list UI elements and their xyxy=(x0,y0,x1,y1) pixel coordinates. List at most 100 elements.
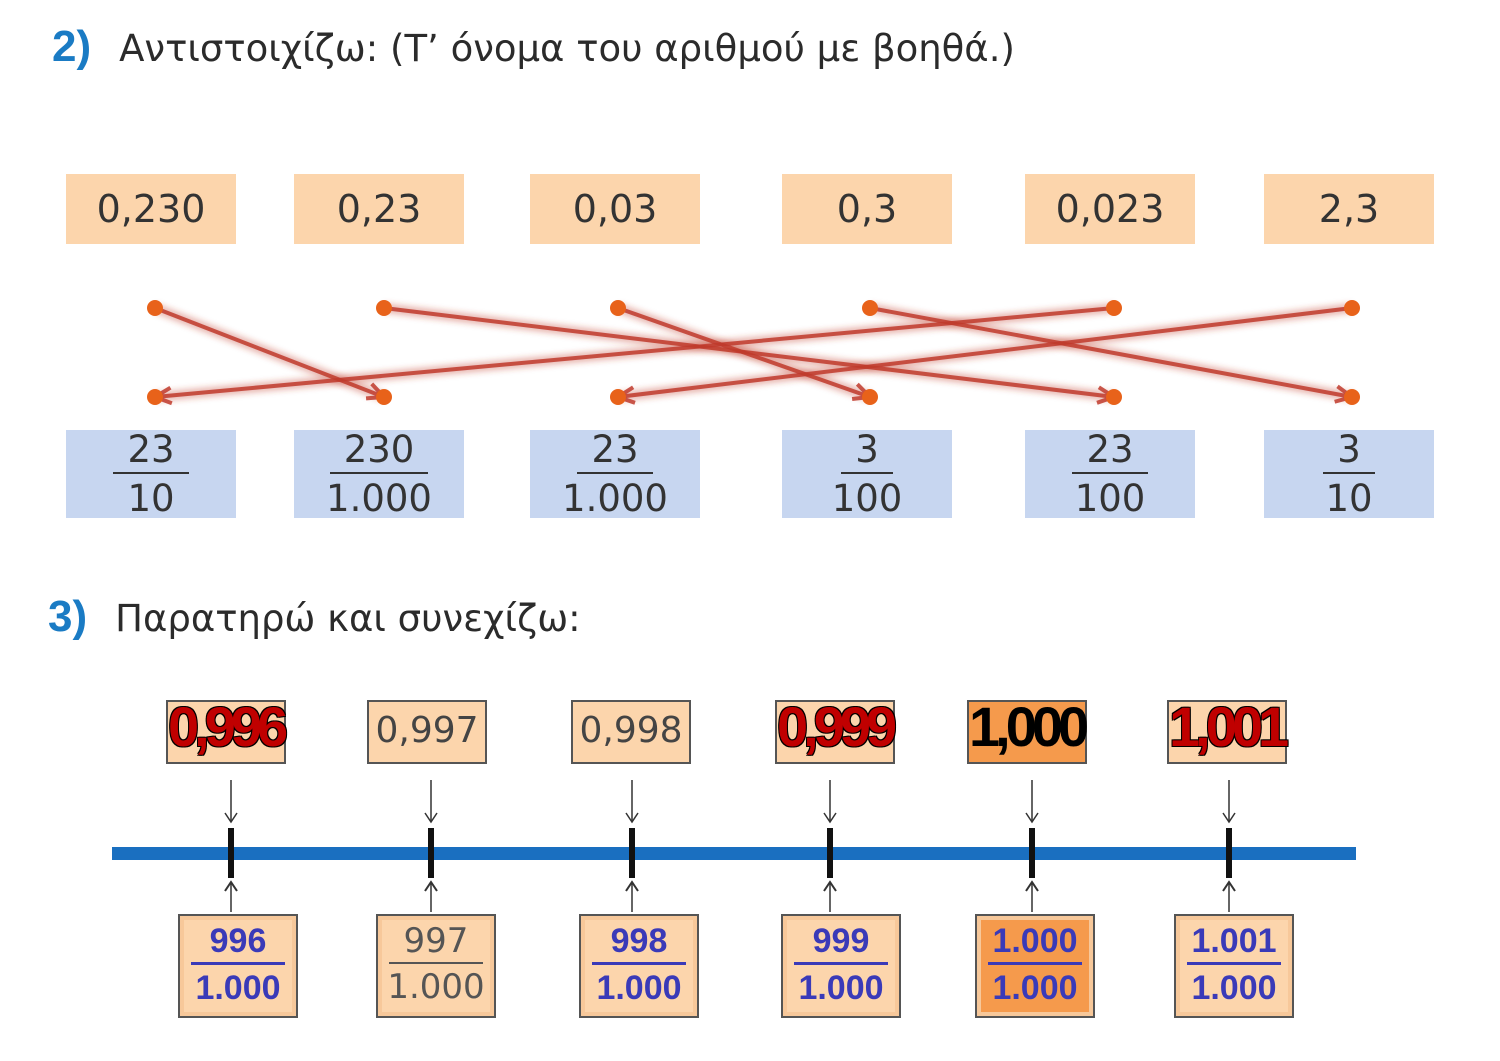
decimal-value: 0,023 xyxy=(1055,187,1165,231)
denominator: 100 xyxy=(1074,477,1146,520)
number-line-tick xyxy=(228,828,234,878)
fraction-box[interactable]: 3 100 xyxy=(782,430,952,518)
fraction: 1.001 1.000 xyxy=(1182,924,1286,1005)
decimal-box[interactable]: 2,3 xyxy=(1264,174,1434,244)
decimal-answer-box[interactable]: 0,996 xyxy=(166,695,288,764)
match-dot[interactable] xyxy=(610,300,626,316)
exercise-3-instruction: Παρατηρώ και συνεχίζω: xyxy=(115,597,581,640)
decimal-answer-box[interactable]: 1,000 xyxy=(967,695,1089,764)
fraction: 3 100 xyxy=(832,431,903,517)
numerator: 230 xyxy=(329,431,429,474)
match-dot[interactable] xyxy=(862,389,878,405)
fraction: 230 1.000 xyxy=(326,431,432,517)
number-line-tick xyxy=(1226,828,1232,878)
fraction: 997 1.000 xyxy=(384,924,488,1004)
fraction-box[interactable]: 23 100 xyxy=(1025,430,1195,518)
denominator: 1.000 xyxy=(596,969,682,1007)
denominator: 1.000 xyxy=(992,969,1078,1007)
up-arrow-head xyxy=(625,880,639,892)
match-dot[interactable] xyxy=(862,300,878,316)
denominator: 100 xyxy=(831,477,903,520)
fraction-box[interactable]: 230 1.000 xyxy=(294,430,464,518)
match-dot[interactable] xyxy=(147,389,163,405)
down-arrow-head xyxy=(625,812,639,824)
decimal-box[interactable]: 0,230 xyxy=(66,174,236,244)
decimal-box: 0,998 xyxy=(571,700,691,764)
exercise-2-heading: 2) Αντιστοιχίζω: (Τ’ όνομα του αριθμού μ… xyxy=(52,22,1015,72)
numerator: 23 xyxy=(113,431,189,474)
match-dot[interactable] xyxy=(1344,389,1360,405)
numerator: 999 xyxy=(794,924,888,965)
printed-decimal: 0,998 xyxy=(579,710,683,751)
number-line-tick xyxy=(1029,828,1035,878)
denominator: 1.000 xyxy=(562,477,668,520)
decimal-answer-box[interactable]: 1,001 xyxy=(1167,695,1289,764)
up-arrow-head xyxy=(1025,880,1039,892)
fraction-answer-box[interactable]: 996 1.000 xyxy=(178,914,298,1018)
down-arrow-head xyxy=(823,812,837,824)
handwritten-decimal: 0,999 xyxy=(777,695,897,758)
match-dot[interactable] xyxy=(1106,389,1122,405)
fraction-box[interactable]: 23 10 xyxy=(66,430,236,518)
match-dot[interactable] xyxy=(1344,300,1360,316)
decimal-box: 0,997 xyxy=(367,700,487,764)
match-dot[interactable] xyxy=(376,300,392,316)
match-dot[interactable] xyxy=(1106,300,1122,316)
decimal-box[interactable]: 0,3 xyxy=(782,174,952,244)
fraction-answer-box[interactable]: 1.001 1.000 xyxy=(1174,914,1294,1018)
fraction-answer-box[interactable]: 998 1.000 xyxy=(579,914,699,1018)
fraction-box[interactable]: 3 10 xyxy=(1264,430,1434,518)
denominator: 1.000 xyxy=(387,967,485,1007)
numerator: 996 xyxy=(191,924,285,965)
down-arrow-head xyxy=(424,812,438,824)
number-line-axis xyxy=(112,847,1356,860)
decimal-value: 2,3 xyxy=(1318,187,1380,231)
handwritten-decimal: 1,001 xyxy=(1169,695,1289,758)
match-dot[interactable] xyxy=(376,389,392,405)
down-arrow-head xyxy=(1222,812,1236,824)
decimal-value: 0,230 xyxy=(96,187,206,231)
decimal-answer-box[interactable]: 0,999 xyxy=(775,695,897,764)
decimal-value: 0,03 xyxy=(572,187,658,231)
match-dot[interactable] xyxy=(147,300,163,316)
fraction: 999 1.000 xyxy=(789,924,893,1005)
fraction: 3 10 xyxy=(1323,431,1375,517)
numerator: 997 xyxy=(389,924,483,964)
numerator: 23 xyxy=(1072,431,1148,474)
fraction: 1.000 1.000 xyxy=(983,924,1087,1005)
denominator: 10 xyxy=(1325,477,1373,520)
denominator: 1.000 xyxy=(326,477,432,520)
exercise-2-instruction: Αντιστοιχίζω: (Τ’ όνομα του αριθμού με β… xyxy=(119,27,1015,70)
decimal-box[interactable]: 0,23 xyxy=(294,174,464,244)
printed-decimal: 0,997 xyxy=(375,710,479,751)
numerator: 3 xyxy=(1323,431,1375,474)
decimal-value: 0,23 xyxy=(336,187,422,231)
decimal-box[interactable]: 0,03 xyxy=(530,174,700,244)
handwritten-decimal: 1,000 xyxy=(969,695,1089,758)
fraction-answer-box[interactable]: 999 1.000 xyxy=(781,914,901,1018)
fraction: 23 1.000 xyxy=(562,431,668,517)
up-arrow-head xyxy=(424,880,438,892)
number-line-tick xyxy=(827,828,833,878)
fraction-box[interactable]: 23 1.000 xyxy=(530,430,700,518)
numerator: 23 xyxy=(577,431,653,474)
fraction: 996 1.000 xyxy=(186,924,290,1005)
fraction: 23 10 xyxy=(113,431,189,517)
numerator: 1.001 xyxy=(1187,924,1281,965)
up-arrow-head xyxy=(224,880,238,892)
fraction-answer-box[interactable]: 1.000 1.000 xyxy=(975,914,1095,1018)
decimal-value: 0,3 xyxy=(836,187,898,231)
exercise-3-number: 3) xyxy=(48,592,88,641)
number-line-tick xyxy=(428,828,434,878)
number-line-tick xyxy=(629,828,635,878)
denominator: 1.000 xyxy=(1191,969,1277,1007)
decimal-box[interactable]: 0,023 xyxy=(1025,174,1195,244)
up-arrow-head xyxy=(1222,880,1236,892)
fraction-box: 997 1.000 xyxy=(376,914,496,1018)
match-dot[interactable] xyxy=(610,389,626,405)
numerator: 3 xyxy=(841,431,893,474)
numerator: 1.000 xyxy=(988,924,1082,965)
numerator: 998 xyxy=(592,924,686,965)
denominator: 1.000 xyxy=(195,969,281,1007)
